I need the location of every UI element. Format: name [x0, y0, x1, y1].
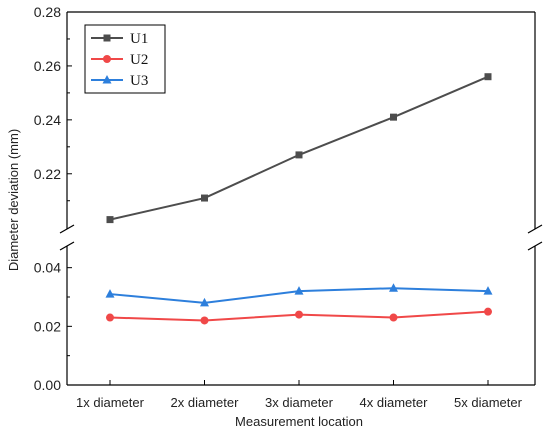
legend-marker-u3: [102, 75, 112, 84]
x-tick-label: 2x diameter: [171, 395, 240, 410]
y-axis-title: Diameter deviation (mm): [6, 129, 21, 271]
series-u2: [106, 307, 492, 325]
series-line-u1: [109, 75, 489, 221]
data-point-u2: [295, 310, 303, 319]
data-point-u2: [200, 316, 209, 325]
data-point-u1: [484, 73, 492, 81]
legend-marker-u2: [103, 55, 111, 63]
axes: 0.00 0.02 0.04 0.22 0.24 0.26 0.28 1x diameter 2…: [34, 4, 543, 410]
x-tick-label: 1x diameter: [76, 395, 145, 410]
y-tick-label: 0.24: [34, 112, 61, 128]
series-u3: [105, 283, 493, 307]
data-point-u3: [389, 283, 398, 292]
data-point-u2: [484, 307, 492, 316]
data-point-u3: [294, 286, 304, 295]
legend: U1 U2 U3: [84, 24, 166, 94]
data-point-u1: [295, 151, 303, 159]
y-tick-label: 0.04: [34, 260, 61, 276]
data-point-u3: [483, 286, 493, 295]
data-point-u2: [389, 313, 398, 322]
legend-label-u1: U1: [130, 31, 148, 47]
x-tick-label: 3x diameter: [265, 395, 334, 410]
legend-label-u2: U2: [130, 52, 148, 68]
x-axis-title: Measurement location: [235, 414, 363, 429]
y-tick-label: 0.26: [34, 58, 61, 74]
data-point-u1: [201, 194, 208, 202]
y-tick-label: 0.28: [34, 4, 61, 20]
y-tick-label: 0.02: [34, 318, 61, 334]
labels-layer: Measurement location Diameter deviation …: [6, 129, 363, 429]
data-point-u2: [106, 313, 114, 322]
data-point-u1: [390, 113, 397, 121]
series-layer: [105, 73, 493, 325]
axis-break-mark: [527, 224, 543, 234]
legend-label-u3: U3: [130, 73, 148, 89]
axis-break-mark: [59, 224, 75, 234]
y-tick-label: 0.00: [34, 377, 61, 393]
x-tick-label: 4x diameter: [360, 395, 429, 410]
data-point-u1: [106, 216, 114, 224]
x-tick-label: 5x diameter: [454, 395, 523, 410]
series-u1: [106, 73, 492, 224]
data-point-u3: [200, 297, 209, 307]
legend-marker-u1: [103, 34, 111, 42]
axis-break-mark: [527, 241, 543, 251]
data-point-u3: [105, 289, 115, 298]
y-tick-label: 0.22: [34, 166, 61, 182]
axis-break-mark: [59, 241, 75, 251]
